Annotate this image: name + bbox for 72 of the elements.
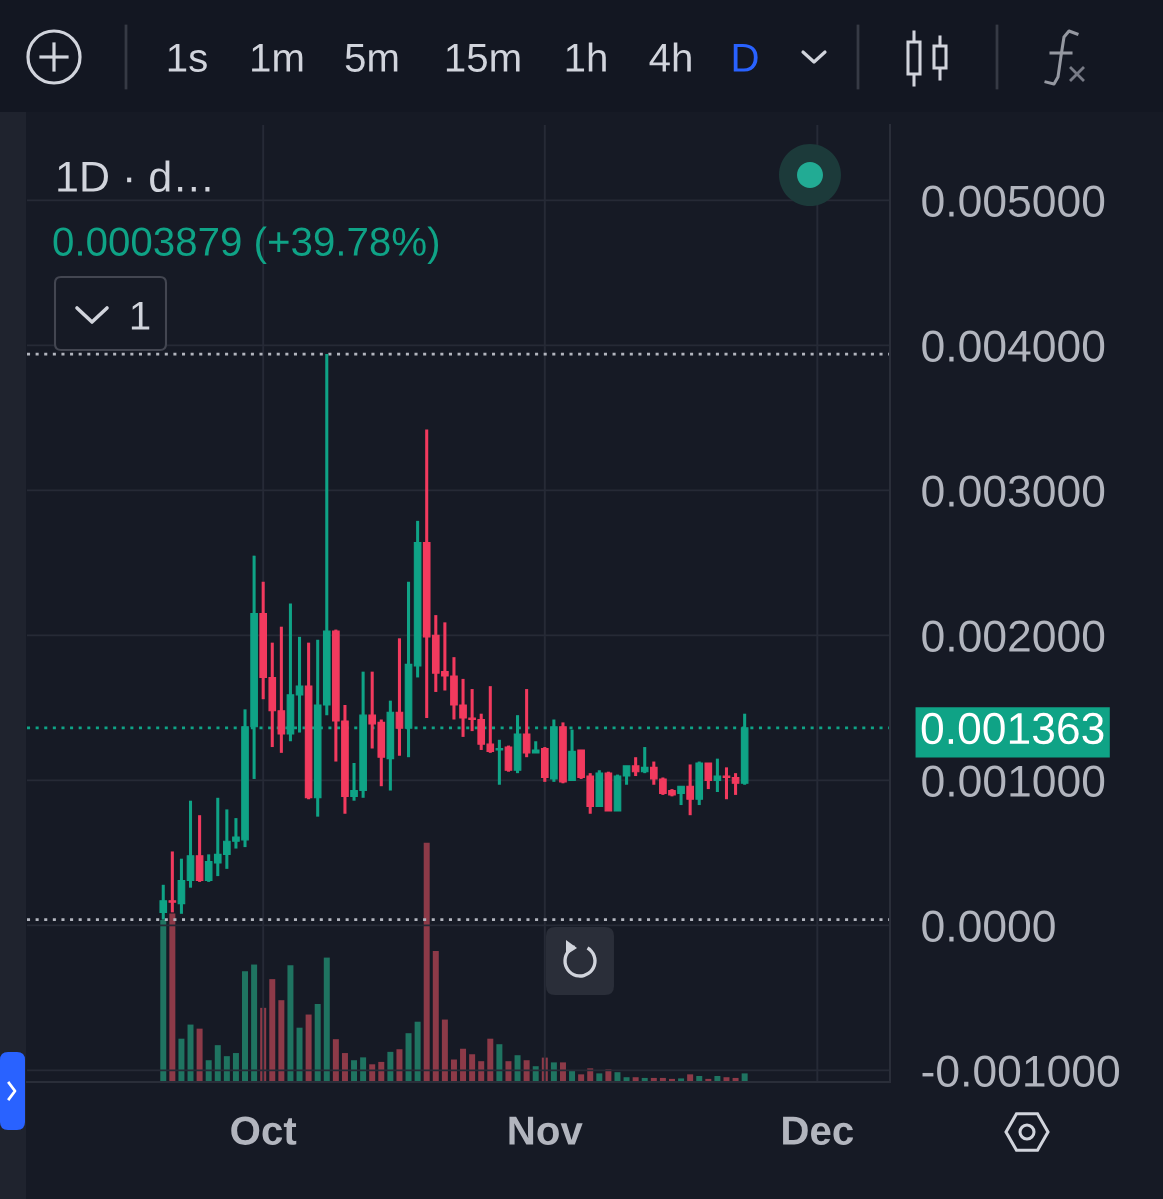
candlestick — [704, 762, 713, 791]
candlestick — [631, 757, 640, 778]
bar — [196, 1028, 203, 1082]
bar — [187, 1024, 194, 1082]
bar — [469, 1054, 476, 1082]
bar — [578, 1074, 585, 1082]
candlestick — [640, 747, 649, 775]
ref-line-label: 0.001363 — [921, 712, 1104, 745]
y-tick-label: 0.003000 — [922, 475, 1105, 507]
bar — [432, 950, 439, 1082]
candlestick — [677, 785, 685, 807]
bar — [278, 1000, 285, 1082]
bar — [214, 1045, 221, 1082]
text: 1h — [566, 42, 606, 72]
bar — [314, 1004, 321, 1082]
y-tick-label: 0.002000 — [922, 620, 1105, 652]
y-tick-label: -0.001000 — [922, 1055, 1119, 1087]
bar — [569, 1070, 576, 1082]
candlestick — [713, 758, 722, 792]
bar — [232, 1053, 239, 1082]
candlestick — [622, 765, 631, 785]
bar — [296, 1027, 303, 1082]
candlestick — [722, 767, 731, 800]
bar — [687, 1074, 694, 1082]
candlestick — [159, 883, 168, 920]
bar — [323, 957, 330, 1082]
bar — [387, 1051, 394, 1082]
x-tick-label: Nov — [509, 1116, 583, 1145]
candlestick — [177, 858, 186, 914]
bar — [287, 965, 294, 1082]
text: 1s — [168, 43, 207, 72]
bar — [596, 1073, 603, 1082]
candlestick — [522, 689, 531, 759]
bar — [305, 1014, 312, 1082]
bar — [396, 1049, 403, 1082]
bar — [741, 1073, 748, 1082]
text: 4h — [649, 42, 691, 72]
bar — [269, 979, 276, 1082]
bar — [414, 1021, 421, 1082]
bar — [178, 1038, 185, 1082]
y-tick-label: 0.001000 — [922, 765, 1105, 797]
bar — [341, 1053, 348, 1082]
bar — [332, 1039, 339, 1082]
bar — [242, 971, 249, 1082]
bar — [251, 964, 258, 1082]
candlestick — [731, 773, 740, 795]
y-tick-label: 0.0000 — [922, 910, 1055, 942]
y-tick-label: 0.005000 — [922, 185, 1105, 217]
bar — [441, 1019, 448, 1082]
candlestick — [504, 745, 513, 772]
candlestick — [168, 851, 177, 913]
bar — [160, 920, 167, 1082]
text: D — [733, 43, 758, 72]
candlestick — [395, 638, 404, 756]
text: 5m — [345, 43, 398, 72]
text: 15m — [446, 43, 520, 72]
bar — [405, 1033, 412, 1082]
text: 1D · d… — [58, 160, 210, 193]
bar — [496, 1044, 503, 1082]
text: 0.0003879 (+39.78%) — [53, 226, 439, 264]
x-tick-label: Oct — [231, 1116, 297, 1145]
text: 1m — [252, 43, 303, 72]
bar — [487, 1038, 494, 1082]
bar — [614, 1072, 621, 1082]
y-tick-label: 0.004000 — [922, 330, 1105, 362]
annotation: 1 — [131, 301, 150, 330]
candlestick — [686, 764, 694, 817]
candlestick — [495, 738, 504, 785]
bar — [169, 913, 176, 1082]
bar — [460, 1048, 467, 1082]
x-tick-label: Dec — [783, 1116, 854, 1145]
bar — [423, 842, 430, 1082]
